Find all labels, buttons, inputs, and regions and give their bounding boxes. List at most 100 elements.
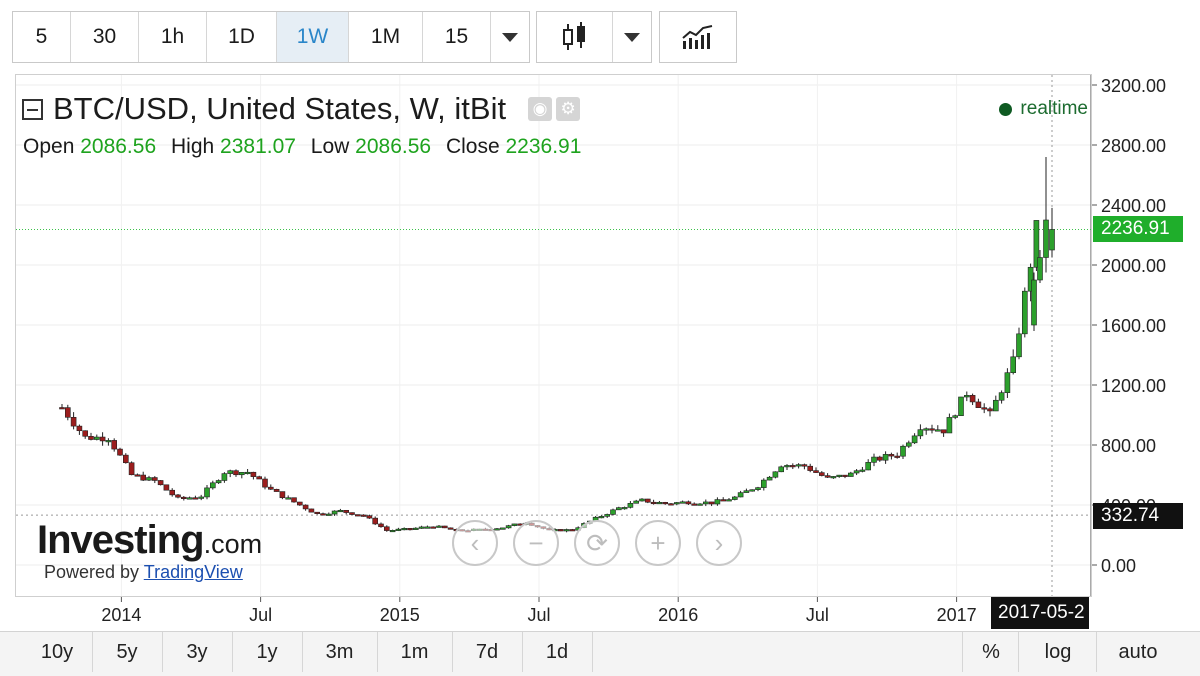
candle-body bbox=[940, 429, 947, 434]
candle-body bbox=[905, 442, 912, 447]
low-value: 2086.56 bbox=[355, 135, 432, 158]
log-scale-button[interactable]: log bbox=[1018, 632, 1097, 672]
zoom-out-button[interactable]: − bbox=[513, 520, 559, 566]
candle-body bbox=[720, 499, 727, 502]
candle-body bbox=[320, 513, 326, 516]
candle-body bbox=[140, 474, 146, 481]
candle-body bbox=[876, 456, 883, 461]
toolbar: 5 30 1h 1D 1W 1M 15 bbox=[0, 0, 1200, 66]
indicators-group bbox=[659, 11, 737, 63]
candle-body bbox=[262, 478, 268, 488]
candle-body bbox=[389, 530, 396, 533]
candle-body bbox=[296, 501, 303, 506]
candle-body bbox=[239, 472, 245, 476]
legend-title-row: BTC/USD, United States, W, itBit ◉ ⚙ bbox=[22, 91, 581, 127]
range-3y-button[interactable]: 3y bbox=[162, 632, 233, 672]
candle-body bbox=[337, 509, 344, 513]
candle-body bbox=[900, 445, 906, 457]
candle-body bbox=[801, 464, 808, 467]
candle-body bbox=[1021, 290, 1028, 335]
candle-body bbox=[146, 477, 152, 481]
percent-scale-button[interactable]: % bbox=[962, 632, 1019, 672]
collapse-icon[interactable] bbox=[22, 98, 43, 120]
candle-body bbox=[760, 479, 767, 488]
candle-body bbox=[789, 465, 796, 468]
scroll-left-button[interactable]: ‹ bbox=[452, 520, 498, 566]
candle-body bbox=[853, 470, 860, 474]
y-tick-label: 1200.00 bbox=[1101, 376, 1166, 396]
range-7d-button[interactable]: 7d bbox=[452, 632, 523, 672]
reset-button[interactable]: ⟳ bbox=[574, 520, 620, 566]
candle-body bbox=[76, 425, 83, 432]
symbol-title: BTC/USD, United States, W, itBit bbox=[53, 91, 507, 126]
gear-icon[interactable]: ⚙ bbox=[556, 97, 581, 121]
candle-body bbox=[871, 456, 877, 463]
range-1d-button[interactable]: 1d bbox=[522, 632, 593, 672]
candle-body bbox=[105, 440, 112, 443]
candle-body bbox=[117, 448, 123, 456]
candle-body bbox=[697, 503, 703, 506]
interval-30-button[interactable]: 30 bbox=[71, 12, 139, 62]
auto-scale-button[interactable]: auto bbox=[1096, 632, 1179, 672]
candle-body bbox=[992, 399, 999, 412]
candle-body bbox=[627, 503, 634, 508]
chart-style-dropdown-button[interactable] bbox=[613, 12, 651, 62]
scroll-right-button[interactable]: › bbox=[696, 520, 742, 566]
candle-body bbox=[737, 492, 744, 498]
candle-body bbox=[598, 516, 605, 519]
interval-1w-button[interactable]: 1W bbox=[277, 12, 349, 62]
candle-body bbox=[963, 395, 970, 398]
candle-body bbox=[818, 472, 825, 476]
interval-1h-button[interactable]: 1h bbox=[139, 12, 207, 62]
candle-body bbox=[650, 501, 657, 505]
range-3m-button[interactable]: 3m bbox=[302, 632, 378, 672]
chart-style-group bbox=[536, 11, 652, 63]
candle-body bbox=[499, 527, 506, 530]
candle-body bbox=[975, 401, 982, 408]
interval-1m-button[interactable]: 1M bbox=[349, 12, 423, 62]
candle-body bbox=[795, 464, 802, 467]
refresh-icon: ⟳ bbox=[586, 527, 608, 558]
indicators-button[interactable] bbox=[660, 12, 736, 62]
candle-body bbox=[557, 529, 564, 532]
candle-body bbox=[981, 407, 988, 410]
candle-body bbox=[766, 476, 773, 481]
status-dot-icon bbox=[999, 102, 1013, 116]
candle-body bbox=[94, 436, 100, 440]
zoom-in-button[interactable]: + bbox=[635, 520, 681, 566]
range-10y-button[interactable]: 10y bbox=[22, 632, 93, 672]
interval-15-button[interactable]: 15 bbox=[423, 12, 491, 62]
candle-body bbox=[633, 500, 640, 504]
candle-body bbox=[1027, 266, 1034, 292]
candle-body bbox=[302, 504, 309, 510]
candle-body bbox=[354, 514, 361, 517]
tradingview-link[interactable]: TradingView bbox=[143, 562, 243, 582]
candle-body bbox=[308, 508, 315, 513]
candle-body bbox=[639, 498, 645, 502]
candle-body bbox=[1043, 219, 1049, 258]
candle-body bbox=[1033, 220, 1040, 268]
candlestick-style-button[interactable] bbox=[537, 12, 613, 62]
candle-body bbox=[111, 440, 117, 450]
candle-body bbox=[215, 480, 222, 484]
low-label: Low bbox=[310, 135, 350, 158]
candle-body bbox=[702, 501, 709, 505]
range-5y-button[interactable]: 5y bbox=[92, 632, 163, 672]
eye-icon[interactable]: ◉ bbox=[528, 97, 553, 121]
candle-body bbox=[691, 503, 698, 506]
interval-1d-button[interactable]: 1D bbox=[207, 12, 277, 62]
interval-5-button[interactable]: 5 bbox=[13, 12, 71, 62]
interval-dropdown-button[interactable] bbox=[491, 12, 529, 62]
candle-body bbox=[175, 494, 181, 498]
range-1y-button[interactable]: 1y bbox=[232, 632, 303, 672]
candle-body bbox=[755, 487, 761, 490]
open-value: 2086.56 bbox=[80, 135, 157, 158]
candle-body bbox=[772, 471, 779, 478]
powered-by: Powered by TradingView bbox=[44, 562, 243, 582]
candle-body bbox=[210, 482, 216, 489]
candle-body bbox=[349, 512, 355, 515]
candle-body bbox=[128, 462, 135, 476]
candle-body bbox=[987, 408, 993, 412]
candle-body bbox=[969, 395, 976, 403]
range-1m-button[interactable]: 1m bbox=[377, 632, 453, 672]
